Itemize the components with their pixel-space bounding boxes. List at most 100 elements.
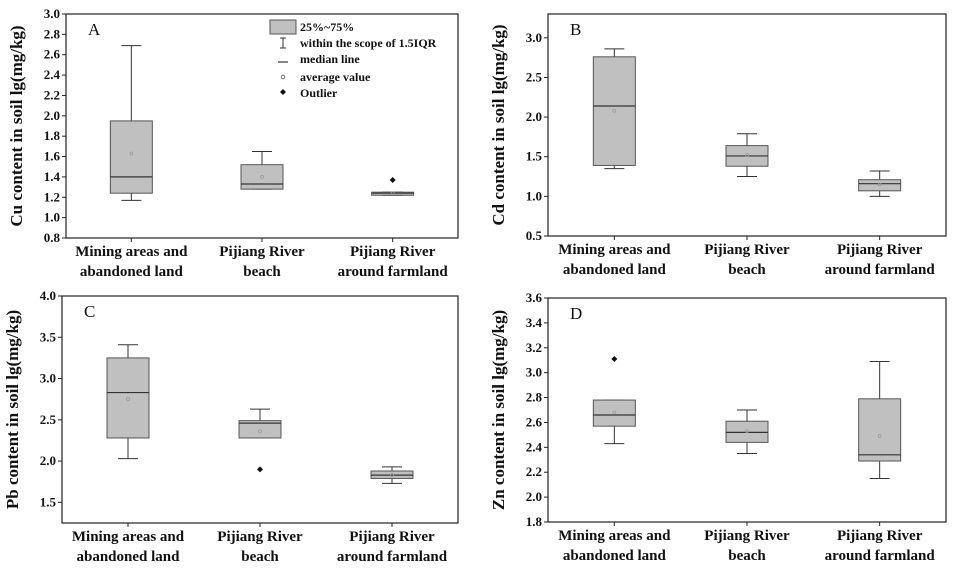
y-tick-label: 2.4: [44, 67, 61, 82]
box-2: [725, 133, 769, 178]
x-category-label: beach: [241, 549, 279, 564]
box-3: [370, 466, 414, 484]
x-category-label: abandoned land: [563, 548, 667, 564]
y-tick-label: 3.2: [526, 340, 542, 355]
box-1: [592, 48, 636, 170]
y-tick-label: 3.0: [526, 30, 542, 45]
y-tick-label: 2.5: [526, 69, 543, 84]
x-category-label: Pijiang River: [704, 242, 790, 258]
panel-c: 1.5 2.0 2.5 3.0 3.5 4.0 Mining areas and abando…: [3, 288, 459, 565]
mean-marker: [258, 429, 262, 434]
y-tick-label: 3.0: [40, 371, 56, 386]
x-category-label: Pijiang River: [837, 242, 923, 258]
y-tick-label: 1.0: [44, 210, 60, 225]
mean-marker: [390, 191, 395, 196]
outlier-point: [257, 466, 263, 473]
x-category-label: Pijiang River: [350, 244, 436, 260]
y-tick-label: 2.4: [526, 439, 543, 454]
mean-marker: [612, 108, 617, 113]
box-1: [592, 355, 636, 445]
panel-letter: B: [570, 20, 581, 39]
iqr-box: [725, 420, 769, 443]
panel-a: 0.8 1.0 1.2 1.4 1.6 1.8 2.0 2.2 2.4 2.6 2.8 3.0 Mini…: [7, 6, 459, 280]
y-tick-label: 2.6: [44, 47, 61, 62]
y-tick-label: 2.2: [526, 464, 542, 479]
x-category-label: Pijiang River: [349, 529, 435, 545]
iqr-box: [238, 420, 282, 439]
box-2: [240, 150, 284, 190]
y-axis-label: Cd content in soil lg(mg/kg): [489, 24, 508, 225]
y-tick-label: 0.5: [526, 228, 543, 243]
y-tick-label: 3.5: [40, 329, 57, 344]
x-category-label: around farmland: [337, 549, 448, 564]
iqr-box: [592, 399, 636, 427]
y-tick-label: 1.5: [526, 149, 543, 164]
y-tick-label: 2.6: [526, 414, 543, 429]
y-axis-label: Zn content in soil lg(mg/kg): [489, 310, 508, 510]
outlier-point: [389, 176, 396, 183]
x-category-label: beach: [243, 264, 281, 280]
y-tick-label: 3.0: [526, 365, 542, 380]
y-tick-label: 1.0: [526, 188, 542, 203]
legend-label: 25%~75%: [300, 20, 354, 34]
x-category-label: around farmland: [825, 548, 936, 564]
legend-label: average value: [300, 70, 371, 84]
x-category-label: abandoned land: [563, 262, 667, 278]
y-tick-label: 1.6: [44, 149, 61, 164]
y-tick-label: 2.8: [526, 390, 543, 405]
x-category-label: beach: [728, 548, 766, 564]
x-category-label: Mining areas and: [558, 242, 671, 258]
x-category-label: Pijiang River: [837, 528, 923, 544]
box-1: [109, 45, 153, 201]
legend-label: within the scope of 1.5IQR: [300, 36, 437, 50]
box-1: [106, 344, 150, 460]
legend-outlier-icon: [280, 89, 286, 95]
mean-marker: [877, 434, 882, 439]
x-category-label: Mining areas and: [75, 244, 188, 260]
x-category-label: Pijiang River: [217, 529, 303, 545]
box-3: [371, 176, 415, 196]
y-tick-label: 2.0: [44, 108, 60, 123]
y-tick-label: 3.4: [526, 315, 543, 330]
iqr-box: [592, 56, 636, 166]
mean-marker: [877, 182, 882, 187]
panel-letter: C: [84, 302, 95, 321]
y-tick-label: 2.0: [40, 453, 56, 468]
y-tick-label: 2.5: [40, 412, 57, 427]
mean-marker: [126, 397, 130, 402]
iqr-box: [109, 120, 153, 194]
legend: 25%~75% within the scope of 1.5IQR median …: [269, 19, 437, 100]
box-3: [858, 360, 902, 479]
x-category-label: Mining areas and: [558, 528, 671, 544]
mean-marker: [612, 410, 617, 415]
legend-label: Outlier: [300, 86, 338, 100]
x-category-label: abandoned land: [77, 549, 181, 564]
iqr-box: [240, 164, 284, 190]
y-tick-label: 1.5: [40, 494, 57, 509]
box-2: [238, 408, 282, 473]
x-category-label: Pijiang River: [219, 244, 305, 260]
y-tick-label: 1.4: [44, 169, 61, 184]
mean-marker: [390, 473, 394, 478]
box-3: [858, 170, 902, 197]
y-tick-label: 2.8: [44, 26, 61, 41]
y-axis-label: Cu content in soil lg(mg/kg): [7, 25, 26, 226]
iqr-box: [858, 179, 902, 192]
y-tick-label: 3.0: [44, 6, 60, 21]
y-tick-label: 2.2: [44, 87, 60, 102]
x-category-label: Pijiang River: [704, 528, 790, 544]
mean-marker: [129, 151, 134, 156]
legend-mean-icon: [280, 74, 286, 80]
mean-marker: [745, 153, 749, 158]
x-category-label: around farmland: [825, 262, 936, 278]
y-tick-label: 4.0: [40, 288, 56, 303]
box-2: [725, 409, 769, 455]
legend-box-swatch-icon: [269, 19, 297, 35]
x-category-label: abandoned land: [80, 264, 184, 280]
y-axis-label: Pb content in soil lg(mg/kg): [3, 310, 22, 509]
y-tick-label: 2.0: [526, 489, 542, 504]
panel-letter: D: [570, 304, 582, 323]
panel-letter: A: [88, 20, 101, 39]
panel-b: 0.5 1.0 1.5 2.0 2.5 3.0 Mining areas and abando…: [489, 13, 947, 278]
